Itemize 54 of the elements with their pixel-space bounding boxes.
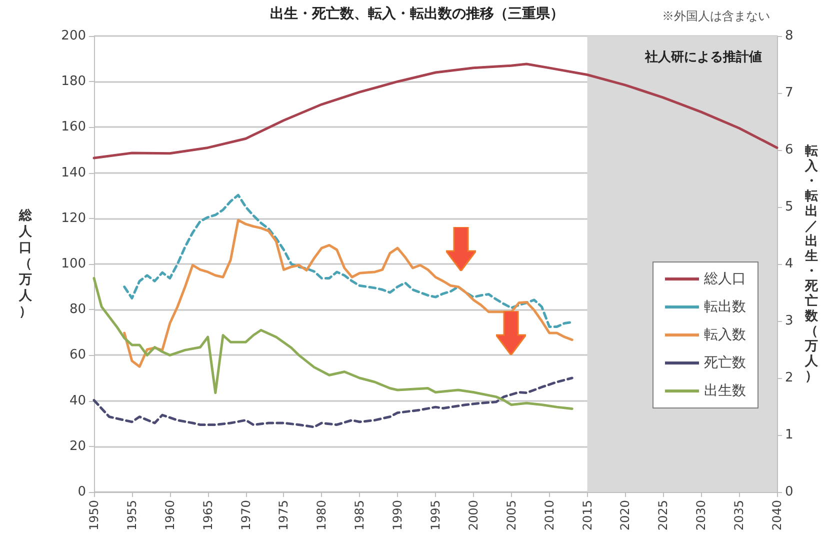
y-tick-label: 20 — [69, 438, 86, 454]
y-tick-label: 40 — [69, 393, 86, 408]
x-tick-label: 1960 — [162, 500, 177, 531]
x-tick-label: 1990 — [390, 500, 405, 531]
x-tick-label: 1970 — [238, 500, 253, 531]
y-tick-label: 80 — [69, 302, 86, 318]
line-series — [92, 62, 778, 160]
chart-title: 出生・死亡数、転入・転出数の推移（三重県） — [270, 5, 564, 22]
x-tick-label: 1980 — [314, 500, 329, 531]
band-label: 社人研による推計値 — [644, 49, 762, 65]
y2-tick-label: 2 — [785, 370, 794, 386]
y2-tick-label: 4 — [785, 256, 794, 272]
x-tick-label: 2015 — [580, 500, 594, 531]
y2-tick-label: 8 — [785, 28, 794, 44]
x-tick-label: 1995 — [428, 500, 442, 531]
x-tick-label: 1950 — [87, 500, 101, 531]
x-tick-label: 2030 — [694, 500, 708, 531]
text: ※外国人は含まない — [662, 9, 770, 23]
x-tick-label: 1955 — [124, 500, 139, 531]
y-tick-label: 60 — [69, 348, 86, 363]
legend-label: 死亡数 — [704, 355, 746, 371]
y2-tick-label: 0 — [785, 484, 794, 500]
legend-label: 転入数 — [704, 327, 746, 343]
line-series — [123, 194, 574, 328]
x-tick-label: 2005 — [504, 500, 518, 531]
legend-label: 転出数 — [704, 299, 746, 315]
legend-label: 総人口 — [703, 271, 746, 287]
x-tick-label: 2010 — [542, 500, 556, 531]
legend-label: 出生数 — [704, 383, 746, 399]
y-tick-label: 100 — [61, 256, 86, 272]
text: 転入・転出／出生・死亡数（万人） — [805, 144, 818, 384]
x-tick-label: 1975 — [276, 500, 291, 531]
y2-tick-label: 7 — [785, 86, 794, 100]
y-tick-label: 180 — [61, 74, 86, 90]
y-tick-label: 200 — [61, 28, 86, 44]
x-tick-label: 2035 — [732, 500, 746, 531]
y2-tick-label: 1 — [785, 428, 794, 442]
x-tick-label: 2025 — [656, 500, 670, 531]
x-tick-label: 2040 — [770, 500, 784, 531]
y-tick-label: 160 — [61, 120, 86, 135]
y2-tick-label: 5 — [785, 200, 794, 214]
x-tick-label: 2000 — [466, 500, 480, 531]
y-tick-label: 120 — [61, 210, 86, 226]
y-tick-label: 0 — [78, 484, 86, 500]
x-tick-label: 1985 — [352, 500, 367, 531]
line-series — [123, 218, 574, 368]
y2-tick-label: 6 — [785, 142, 794, 158]
line-series — [92, 277, 574, 410]
y-axis-title: 総人口（万人） — [18, 208, 33, 320]
x-tick-label: 1965 — [200, 500, 215, 531]
y2-tick-label: 3 — [785, 314, 794, 328]
line-series — [92, 376, 574, 428]
y-tick-label: 140 — [61, 165, 86, 180]
x-tick-label: 2020 — [618, 500, 632, 531]
